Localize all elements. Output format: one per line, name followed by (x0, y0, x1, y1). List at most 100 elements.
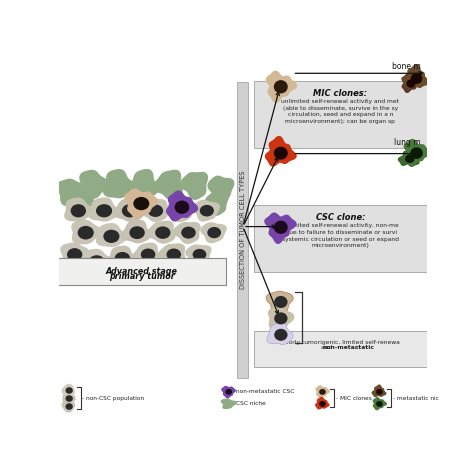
Ellipse shape (207, 227, 221, 238)
Polygon shape (398, 147, 419, 167)
Polygon shape (372, 384, 386, 397)
Text: - MIC clones: - MIC clones (336, 396, 372, 401)
Ellipse shape (89, 255, 105, 268)
Polygon shape (64, 198, 93, 222)
Text: CSC clone:: CSC clone: (316, 213, 365, 222)
Ellipse shape (166, 248, 181, 261)
Polygon shape (221, 386, 236, 399)
Text: - non-CSC population: - non-CSC population (82, 396, 145, 401)
Ellipse shape (148, 204, 163, 217)
Polygon shape (315, 385, 330, 398)
Text: unlimited self-renewal activity and met
(able to disseminate, survive in the sy
: unlimited self-renewal activity and met … (281, 99, 399, 124)
Polygon shape (56, 179, 85, 206)
Ellipse shape (376, 401, 383, 407)
Ellipse shape (274, 80, 288, 93)
Ellipse shape (376, 389, 383, 395)
FancyBboxPatch shape (254, 331, 427, 367)
Polygon shape (88, 197, 120, 221)
Polygon shape (264, 136, 297, 167)
Ellipse shape (103, 230, 119, 243)
Ellipse shape (122, 204, 137, 218)
Polygon shape (207, 175, 235, 203)
FancyBboxPatch shape (57, 258, 227, 285)
Ellipse shape (78, 226, 94, 239)
Polygon shape (193, 200, 220, 222)
Polygon shape (158, 243, 185, 265)
Polygon shape (60, 243, 90, 266)
Polygon shape (146, 220, 175, 244)
Ellipse shape (410, 147, 423, 159)
Ellipse shape (67, 248, 82, 261)
FancyBboxPatch shape (237, 82, 248, 378)
Polygon shape (266, 291, 293, 313)
Polygon shape (403, 139, 432, 166)
Ellipse shape (319, 389, 326, 395)
Ellipse shape (65, 403, 73, 410)
Polygon shape (402, 64, 430, 89)
Text: DISSECTION OF TUMOR CELL TYPES: DISSECTION OF TUMOR CELL TYPES (240, 171, 246, 290)
Polygon shape (107, 246, 137, 268)
Text: non-metastatic: non-metastatic (322, 345, 374, 350)
Ellipse shape (274, 220, 288, 234)
Polygon shape (173, 222, 201, 244)
Polygon shape (180, 172, 208, 200)
Polygon shape (133, 243, 161, 265)
Ellipse shape (141, 248, 155, 261)
Polygon shape (166, 191, 198, 221)
FancyBboxPatch shape (254, 81, 427, 148)
Ellipse shape (181, 227, 196, 238)
Text: bone m: bone m (392, 63, 421, 72)
Polygon shape (62, 401, 75, 412)
Ellipse shape (173, 205, 189, 217)
Ellipse shape (319, 401, 326, 407)
Text: - metastatic nic: - metastatic nic (393, 396, 438, 401)
Ellipse shape (274, 312, 288, 324)
Ellipse shape (406, 79, 415, 88)
FancyBboxPatch shape (254, 205, 427, 272)
Polygon shape (62, 384, 75, 396)
Ellipse shape (274, 296, 288, 308)
Ellipse shape (65, 387, 73, 394)
Ellipse shape (192, 249, 206, 260)
Polygon shape (113, 198, 144, 222)
Polygon shape (70, 191, 94, 215)
Text: MIC clones:: MIC clones: (313, 89, 367, 98)
Text: poorly tumorigenic, limited self-renewa: poorly tumorigenic, limited self-renewa (281, 340, 400, 345)
Polygon shape (185, 245, 211, 265)
Text: Advanced stage: Advanced stage (106, 266, 178, 275)
Polygon shape (103, 169, 135, 198)
Text: CSC niche: CSC niche (237, 401, 266, 406)
Ellipse shape (115, 252, 130, 264)
Polygon shape (200, 222, 227, 243)
Polygon shape (71, 219, 102, 244)
Ellipse shape (405, 155, 414, 163)
Ellipse shape (410, 73, 422, 84)
Text: and: and (321, 345, 334, 350)
Polygon shape (139, 199, 168, 222)
Ellipse shape (174, 201, 189, 214)
Text: unlimited self-renewal activity, non-me
(due to failure to disseminate or survi
: unlimited self-renewal activity, non-me … (282, 223, 399, 248)
Ellipse shape (129, 226, 145, 239)
Polygon shape (401, 73, 422, 93)
Polygon shape (220, 399, 237, 409)
Polygon shape (265, 71, 297, 103)
Ellipse shape (71, 204, 86, 218)
Ellipse shape (96, 204, 112, 218)
Polygon shape (124, 189, 158, 219)
Ellipse shape (65, 395, 73, 402)
Polygon shape (121, 219, 151, 244)
Polygon shape (165, 200, 194, 222)
Polygon shape (373, 397, 387, 410)
Polygon shape (79, 170, 109, 199)
Polygon shape (82, 249, 113, 273)
Ellipse shape (274, 146, 288, 160)
Polygon shape (264, 212, 297, 244)
Polygon shape (96, 223, 128, 247)
Ellipse shape (274, 329, 288, 341)
Polygon shape (267, 322, 293, 345)
Polygon shape (63, 392, 76, 404)
Polygon shape (128, 169, 159, 199)
Ellipse shape (200, 205, 214, 217)
Ellipse shape (155, 227, 171, 239)
Polygon shape (268, 306, 294, 329)
